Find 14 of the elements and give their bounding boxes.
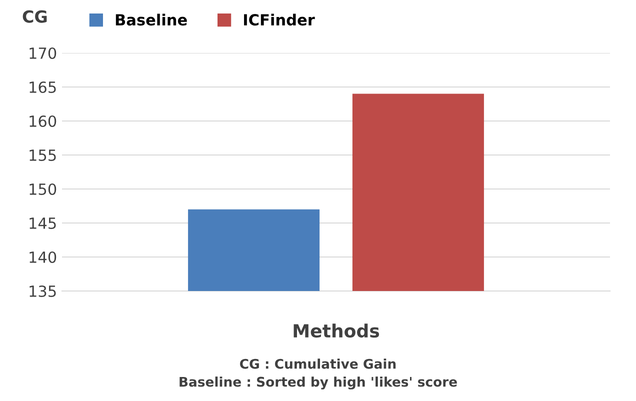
x-axis-title: Methods <box>294 324 380 338</box>
text: CG : Cumulative Gain <box>240 358 396 369</box>
y-tick-label: 160 <box>30 115 56 128</box>
y-tick-label: 140 <box>30 251 56 264</box>
y-tick-label: 150 <box>30 183 56 196</box>
y-tick-label: 145 <box>30 218 56 230</box>
text: Baseline : Sorted by high 'likes' score <box>180 376 457 390</box>
legend-label: ICFinder <box>244 14 315 26</box>
y-tick-label: 155 <box>30 150 56 162</box>
y-tick-label: 170 <box>30 47 56 60</box>
y-tick-label: 135 <box>30 285 56 298</box>
y-tick-label: 165 <box>30 81 56 94</box>
legend-label: Baseline <box>116 14 187 26</box>
y-axis-title: CG <box>22 10 47 23</box>
